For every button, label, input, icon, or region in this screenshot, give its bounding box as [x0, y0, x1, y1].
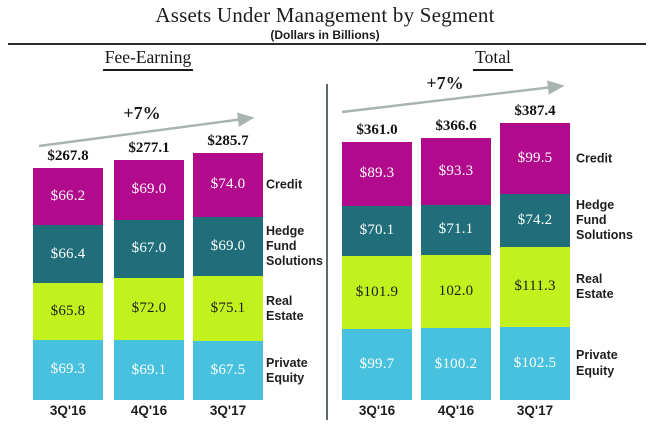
x-axis-label: 3Q'16: [358, 403, 396, 418]
segment-value-label: $69.0: [131, 181, 167, 198]
bar-segment-credit: $99.5: [500, 123, 570, 195]
segment-value-label: $67.5: [210, 362, 246, 379]
page-subtitle: (Dollars in Billions): [270, 28, 380, 42]
bar-segment-hedge-fund-solutions: $67.0: [114, 219, 184, 278]
bar-segment-hedge-fund-solutions: $74.2: [500, 194, 570, 248]
segment-value-label: $102.5: [513, 354, 557, 371]
x-axis-label: 4Q'16: [130, 403, 168, 418]
stacked-bar-4Q'16: $69.0 $67.0 $72.0 $69.1: [114, 160, 184, 400]
segment-value-label: $89.3: [359, 165, 395, 182]
bar-segment-hedge-fund-solutions: $71.1: [421, 204, 491, 256]
bar-total-label: $285.7: [207, 132, 249, 149]
legend-credit: Credit: [576, 150, 613, 165]
bar-segment-private-equity: $100.2: [421, 328, 491, 400]
bar-segment-real-estate: 102.0: [421, 255, 491, 329]
segment-value-label: $75.1: [210, 300, 246, 317]
total-stacked-bar-chart: +7% $361.0 $89.3 $70.1 $101.9 $99.7 3Q'16 $366.…: [327, 0, 650, 426]
segment-value-label: $69.1: [131, 361, 167, 378]
stacked-bar-4Q'16: $93.3 $71.1 102.0 $100.2: [421, 137, 491, 400]
segment-value-label: $66.4: [50, 245, 86, 262]
segment-value-label: $70.1: [359, 222, 395, 239]
segment-value-label: $101.9: [355, 283, 399, 300]
section-header-total: Total: [327, 47, 650, 71]
legend-real-estate: Real Estate: [266, 293, 304, 323]
page-title: Assets Under Management by Segment: [155, 3, 495, 27]
x-axis-label: 3Q'17: [209, 403, 247, 418]
legend-credit: Credit: [266, 177, 303, 191]
segment-value-label: $93.3: [438, 162, 474, 179]
stacked-bar-3Q'17: $99.5 $74.2 $111.3 $102.5: [500, 123, 570, 400]
section-header-total-label: Total: [473, 47, 513, 71]
legend-hedge-fund-solutions: Hedge Fund Solutions: [266, 223, 323, 269]
stacked-bar-3Q'17: $74.0 $69.0 $75.1 $67.5: [193, 152, 263, 400]
bar-segment-real-estate: $101.9: [342, 255, 412, 329]
legend-real-estate: Real Estate: [576, 271, 614, 301]
segment-value-label: $74.0: [210, 176, 246, 193]
segment-value-label: $67.0: [131, 240, 167, 257]
bar-segment-hedge-fund-solutions: $69.0: [193, 216, 263, 277]
stacked-bar-3Q'16: $89.3 $70.1 $101.9 $99.7: [342, 141, 412, 400]
bar-segment-real-estate: $111.3: [500, 247, 570, 327]
bar-segment-private-equity: $67.5: [193, 341, 263, 400]
bar-segment-real-estate: $75.1: [193, 276, 263, 342]
x-axis-label: 3Q'16: [49, 403, 87, 418]
legend-hedge-fund-solutions: Hedge Fund Solutions: [576, 197, 633, 243]
stacked-bar-3Q'16: $66.2 $66.4 $65.8 $69.3: [33, 168, 103, 400]
bar-segment-credit: $66.2: [33, 168, 103, 226]
segment-value-label: $99.5: [517, 150, 553, 167]
segment-value-label: $111.3: [514, 278, 556, 295]
segment-value-label: $71.1: [438, 221, 474, 238]
bar-segment-hedge-fund-solutions: $66.4: [33, 225, 103, 283]
legend-private-equity: Private Equity: [266, 355, 308, 385]
vertical-divider-line: [326, 84, 328, 420]
segment-value-label: $74.2: [517, 212, 553, 229]
bar-segment-hedge-fund-solutions: $70.1: [342, 205, 412, 256]
segment-value-label: $65.8: [50, 302, 86, 319]
bar-segment-real-estate: $72.0: [114, 277, 184, 341]
growth-percent-label: +7%: [123, 103, 161, 123]
fee-earning-stacked-bar-chart: +7% $267.8 $66.2 $66.4 $65.8 $69.3 3Q'16 $277.1…: [33, 103, 323, 418]
segment-value-label: $66.2: [50, 188, 86, 205]
bar-total-label: $267.8: [47, 148, 89, 165]
x-axis-label: 3Q'17: [516, 403, 554, 418]
bar-segment-private-equity: $69.1: [114, 340, 184, 400]
segment-value-label: $69.3: [50, 361, 86, 378]
growth-percent-label: +7%: [426, 73, 464, 93]
segment-value-label: $69.0: [210, 238, 246, 255]
segment-value-label: 102.0: [438, 283, 474, 300]
section-header-fee-earning: Fee-Earning: [0, 47, 296, 71]
bar-segment-private-equity: $102.5: [500, 326, 570, 400]
segment-value-label: $100.2: [434, 355, 478, 372]
bar-segment-private-equity: $99.7: [342, 328, 412, 400]
bar-segment-private-equity: $69.3: [33, 339, 103, 400]
bar-total-label: $277.1: [128, 140, 170, 157]
header-divider-line: [8, 43, 646, 45]
legend-private-equity: Private Equity: [576, 348, 618, 378]
bar-total-label: $366.6: [435, 117, 477, 134]
bar-total-label: $361.0: [356, 121, 398, 138]
bar-segment-real-estate: $65.8: [33, 282, 103, 340]
segment-value-label: $99.7: [359, 355, 395, 372]
x-axis-label: 4Q'16: [437, 403, 475, 418]
section-header-fee-earning-label: Fee-Earning: [102, 47, 194, 71]
bar-segment-credit: $89.3: [342, 141, 412, 206]
bar-segment-credit: $93.3: [421, 137, 491, 205]
segment-value-label: $72.0: [131, 300, 167, 317]
bar-total-label: $387.4: [514, 103, 556, 119]
bar-segment-credit: $74.0: [193, 152, 263, 217]
bar-segment-credit: $69.0: [114, 160, 184, 220]
